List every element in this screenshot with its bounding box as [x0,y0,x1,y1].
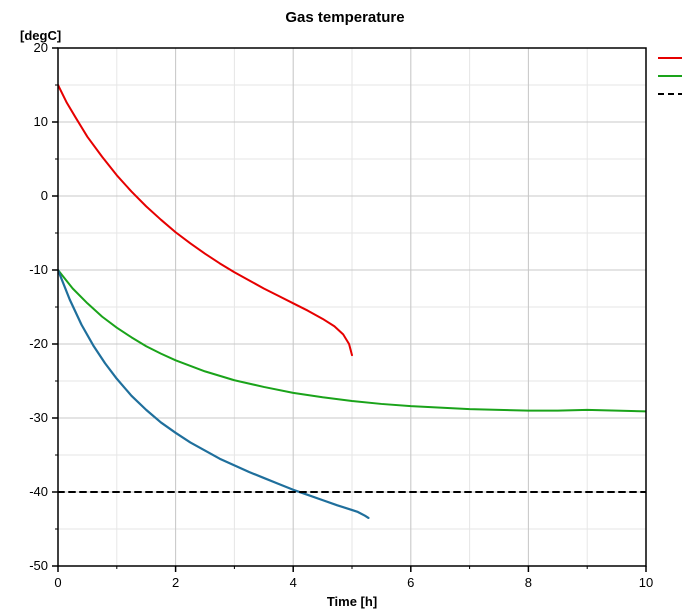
y-tick-label: 0 [41,188,48,203]
legend [658,58,682,94]
gas-temperature-chart: Gas temperature [degC] 0246810 -50-40-30… [0,0,691,610]
y-tick-label: -50 [29,558,48,573]
x-ticks: 0 2 4 6 8 10 [54,566,653,590]
x-axis-label: Time [h] [327,594,377,609]
chart-title: Gas temperature [285,9,404,26]
y-tick-label: -30 [29,410,48,425]
y-tick-label: -10 [29,262,48,277]
x-tick-label: 2 [172,575,179,590]
x-tick-label: 6 [407,575,414,590]
x-tick-label: 8 [525,575,532,590]
y-tick-label: -20 [29,336,48,351]
x-tick-label: 10 [639,575,653,590]
y-tick-label: -40 [29,484,48,499]
y-ticks: -50 -40 -30 -20 -10 0 10 20 [29,40,58,573]
x-tick-label: 0 [54,575,61,590]
y-tick-label: 10 [34,114,48,129]
x-tick-label: 4 [290,575,297,590]
y-tick-label: 20 [34,40,48,55]
